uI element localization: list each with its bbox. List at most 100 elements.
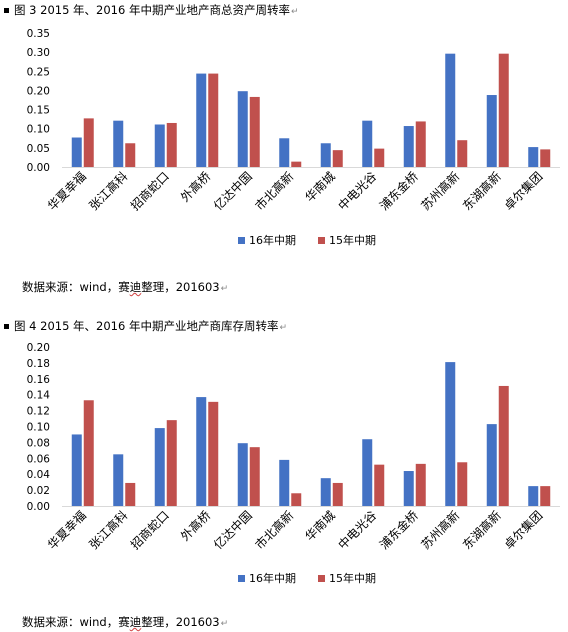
bar-series-15 xyxy=(415,463,426,506)
bar-series-15 xyxy=(291,493,302,506)
legend-label: 15年中期 xyxy=(329,233,376,247)
x-tick-label: 张江高科 xyxy=(86,508,131,553)
bar-series-15 xyxy=(374,464,385,506)
paragraph-mark-icon: ↵ xyxy=(279,323,288,333)
bar-series-16 xyxy=(71,137,82,167)
bar-series-15 xyxy=(332,482,343,506)
x-tick-label: 张江高科 xyxy=(86,169,131,214)
bar-series-15 xyxy=(249,96,260,167)
x-tick-label: 苏州高新 xyxy=(418,508,463,553)
x-tick-label: 华夏幸福 xyxy=(44,169,89,214)
bar-series-16 xyxy=(113,454,124,506)
source-suffix: 整理，201603 xyxy=(141,280,220,294)
x-tick-label: 市北高新 xyxy=(252,508,297,553)
bar-series-16 xyxy=(403,471,414,506)
figure-4-source: 数据来源：wind，赛迪整理，201603↵ xyxy=(22,614,228,630)
y-tick-label: 0.10 xyxy=(27,422,50,434)
bar-series-16 xyxy=(237,443,248,506)
y-tick-label: 0.20 xyxy=(27,85,50,97)
legend-label: 16年中期 xyxy=(249,571,296,585)
x-tick-label: 浦东金桥 xyxy=(376,169,421,214)
figure-3-title-text: 图 3 2015 年、2016 年中期产业地产商总资产周转率 xyxy=(14,3,290,17)
x-tick-label: 招商蛇口 xyxy=(127,169,172,214)
bar-series-16 xyxy=(196,397,207,506)
x-tick-label: 招商蛇口 xyxy=(127,508,172,553)
y-tick-label: 0.25 xyxy=(27,66,50,78)
bar-series-16 xyxy=(362,439,373,506)
bar-series-15 xyxy=(291,161,302,167)
bar-series-16 xyxy=(113,120,124,167)
y-tick-label: 0.12 xyxy=(27,406,50,418)
bar-series-16 xyxy=(320,478,331,506)
bar-series-15 xyxy=(125,482,136,506)
x-tick-label: 东湖高新 xyxy=(459,169,504,214)
y-tick-label: 0.05 xyxy=(27,143,50,155)
x-tick-label: 市北高新 xyxy=(252,169,297,214)
y-tick-label: 0.14 xyxy=(27,390,51,402)
y-tick-label: 0.30 xyxy=(27,47,50,59)
paragraph-mark-icon: ↵ xyxy=(220,284,229,294)
bar-series-16 xyxy=(486,95,497,167)
legend-swatch xyxy=(318,575,325,582)
bar-series-15 xyxy=(498,53,509,167)
y-tick-label: 0.15 xyxy=(27,105,50,117)
bar-series-15 xyxy=(415,121,426,167)
legend-swatch xyxy=(238,575,245,582)
bullet-icon xyxy=(4,8,9,13)
bar-series-16 xyxy=(528,486,539,506)
bar-series-15 xyxy=(83,400,94,506)
legend-label: 16年中期 xyxy=(249,233,296,247)
y-tick-label: 0.20 xyxy=(27,342,50,354)
bar-series-16 xyxy=(237,91,248,167)
y-tick-label: 0.00 xyxy=(27,162,50,174)
source-wavy-char: 迪 xyxy=(129,280,142,294)
bar-series-16 xyxy=(445,53,456,167)
source-wavy-char: 迪 xyxy=(129,615,142,629)
bar-series-15 xyxy=(208,401,219,506)
bar-series-16 xyxy=(279,138,290,167)
y-tick-label: 0.16 xyxy=(27,374,51,386)
source-suffix: 整理，201603 xyxy=(141,615,220,629)
y-tick-label: 0.08 xyxy=(27,437,50,449)
x-tick-label: 中电光谷 xyxy=(335,508,380,553)
bar-series-15 xyxy=(540,149,551,167)
bar-series-16 xyxy=(154,428,165,506)
y-tick-label: 0.35 xyxy=(27,28,50,40)
bar-series-16 xyxy=(154,124,165,167)
x-tick-label: 亿达中国 xyxy=(210,508,255,553)
bar-series-16 xyxy=(528,147,539,167)
bar-series-15 xyxy=(166,122,177,167)
figure-4-title: 图 4 2015 年、2016 年中期产业地产商库存周转率↵ xyxy=(4,318,287,334)
paragraph-mark-icon: ↵ xyxy=(220,619,229,629)
chart-figure-3: 0.00 0.05 0.10 0.15 0.20 0.25 0.30 0.35 华夏幸福张江高科… xyxy=(27,28,560,247)
x-tick-label: 浦东金桥 xyxy=(376,508,421,553)
x-tick-label: 亿达中国 xyxy=(210,169,255,214)
x-tick-label: 华夏幸福 xyxy=(44,508,89,553)
source-prefix: 数据来源：wind，赛 xyxy=(22,615,130,629)
source-prefix: 数据来源：wind，赛 xyxy=(22,280,130,294)
bar-series-15 xyxy=(457,462,468,506)
x-tick-label: 苏州高新 xyxy=(418,169,463,214)
y-tick-label: 0.00 xyxy=(27,501,50,513)
figure-3-source: 数据来源：wind，赛迪整理，201603↵ xyxy=(22,279,228,295)
bar-series-15 xyxy=(374,148,385,167)
bar-series-16 xyxy=(445,362,456,506)
bar-series-15 xyxy=(83,118,94,167)
x-tick-label: 东湖高新 xyxy=(459,508,504,553)
x-tick-label: 华南城 xyxy=(302,508,338,544)
y-tick-label: 0.02 xyxy=(27,485,50,497)
chart-figure-4: 0.00 0.02 0.04 0.06 0.08 0.10 0.12 0.14 0.16 0.18… xyxy=(27,342,560,585)
y-tick-label: 0.18 xyxy=(27,358,50,370)
bar-series-16 xyxy=(362,120,373,167)
figure-3-title: 图 3 2015 年、2016 年中期产业地产商总资产周转率↵ xyxy=(4,2,299,18)
legend-label: 15年中期 xyxy=(329,571,376,585)
bar-series-15 xyxy=(457,140,468,167)
figure-4-title-text: 图 4 2015 年、2016 年中期产业地产商库存周转率 xyxy=(14,319,279,333)
bar-series-15 xyxy=(166,420,177,506)
bar-series-16 xyxy=(71,434,82,506)
y-tick-label: 0.10 xyxy=(27,124,50,136)
bar-series-16 xyxy=(320,143,331,167)
x-tick-label: 外高桥 xyxy=(177,169,213,205)
paragraph-mark-icon: ↵ xyxy=(290,7,299,17)
x-tick-label: 卓尔集团 xyxy=(501,169,546,214)
